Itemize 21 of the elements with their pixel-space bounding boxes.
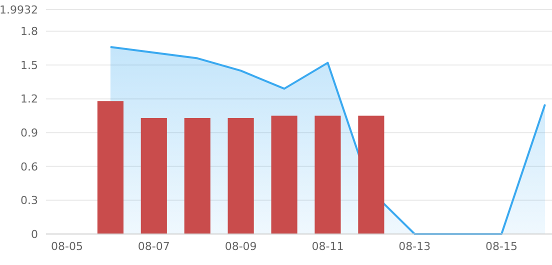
x-tick-label: 08-15 [486, 240, 518, 253]
bar [314, 116, 341, 234]
x-tick-label: 08-09 [224, 240, 257, 253]
bar [271, 116, 298, 234]
y-tick-label: 1.8 [20, 25, 38, 38]
bar [140, 118, 167, 234]
x-tick-label: 08-11 [312, 240, 344, 253]
y-tick-label: 1.9932 [0, 3, 38, 16]
bar [358, 116, 384, 234]
x-tick-label: 08-05 [51, 240, 83, 253]
y-tick-label: 0.9 [20, 126, 38, 140]
y-tick-label: 0.6 [20, 160, 38, 174]
bar [184, 118, 210, 234]
bar [97, 101, 124, 234]
y-tick-label: 0.3 [20, 194, 38, 208]
x-tick-label: 08-13 [398, 240, 431, 253]
y-tick-label: 0 [31, 228, 38, 241]
y-tick-label: 1.5 [20, 58, 38, 72]
x-tick-label: 08-07 [138, 240, 170, 253]
bar [228, 118, 254, 234]
y-tick-label: 1.2 [20, 92, 38, 106]
